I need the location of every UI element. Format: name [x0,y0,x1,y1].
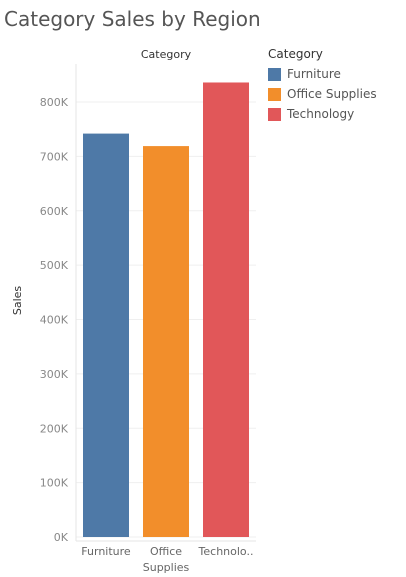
y-axis-title: Sales [11,286,24,316]
legend-swatch [268,87,281,101]
y-tick-label: 300K [40,368,69,381]
legend-label: Office Supplies [287,87,377,101]
y-tick-label: 500K [40,259,69,272]
axes [75,64,256,542]
legend-swatch [268,67,281,81]
legend-label: Technology [287,107,355,121]
legend-swatch [268,107,281,121]
legend: Category Furniture Office Supplies Technol… [268,47,377,124]
x-tick-label: Supplies [143,561,190,574]
legend-title: Category [268,47,323,61]
y-tick-label: 200K [40,422,69,435]
bars[interactable] [83,82,249,538]
y-axis-ticks: 0K 100K 200K 300K 400K 500K 600K 700K 800K [40,96,69,544]
y-tick-label: 0K [54,531,69,544]
chart-title: Category Sales by Region [4,7,261,31]
y-tick-label: 400K [40,314,69,327]
legend-item-technology[interactable]: Technology [268,104,377,124]
x-tick-label: Technolo.. [198,545,254,558]
x-axis-ticks: Furniture Office Supplies Technolo.. [81,545,253,574]
y-tick-label: 100K [40,477,69,490]
y-tick-label: 800K [40,96,69,109]
x-tick-label: Office [150,545,182,558]
bar-furniture[interactable] [83,133,129,537]
legend-label: Furniture [287,67,341,81]
x-tick-label: Furniture [81,545,131,558]
y-tick-label: 700K [40,150,69,163]
bar-office-supplies[interactable] [143,146,189,537]
y-tick-label: 600K [40,205,69,218]
column-header: Category [141,48,192,61]
bar-technology[interactable] [203,82,249,538]
legend-item-office-supplies[interactable]: Office Supplies [268,84,377,104]
legend-item-furniture[interactable]: Furniture [268,64,377,84]
